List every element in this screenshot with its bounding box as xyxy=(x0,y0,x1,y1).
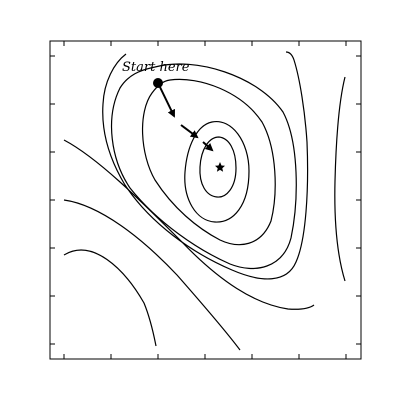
contour-level-3 xyxy=(142,78,276,246)
descent-path xyxy=(153,78,225,172)
start-point-marker xyxy=(153,78,163,88)
contour-level-4 xyxy=(110,63,297,270)
descent-arrow-1 xyxy=(157,82,175,118)
start-annotation: Start here xyxy=(122,60,190,75)
axis-ticks xyxy=(50,41,361,359)
contour-arc-left-1 xyxy=(63,139,315,310)
optimum-star-marker xyxy=(215,162,225,172)
contour-level-2 xyxy=(184,121,250,223)
contour-level-1 xyxy=(199,136,237,198)
contour-arc-right xyxy=(334,76,346,282)
descent-arrow-3 xyxy=(202,141,214,152)
contour-lines xyxy=(63,51,346,351)
contour-arc-upper xyxy=(102,51,309,280)
contour-arc-left-2 xyxy=(63,199,241,351)
contour-arc-left-3 xyxy=(63,249,157,347)
plot-area xyxy=(50,41,361,359)
descent-arrow-2 xyxy=(180,124,199,139)
